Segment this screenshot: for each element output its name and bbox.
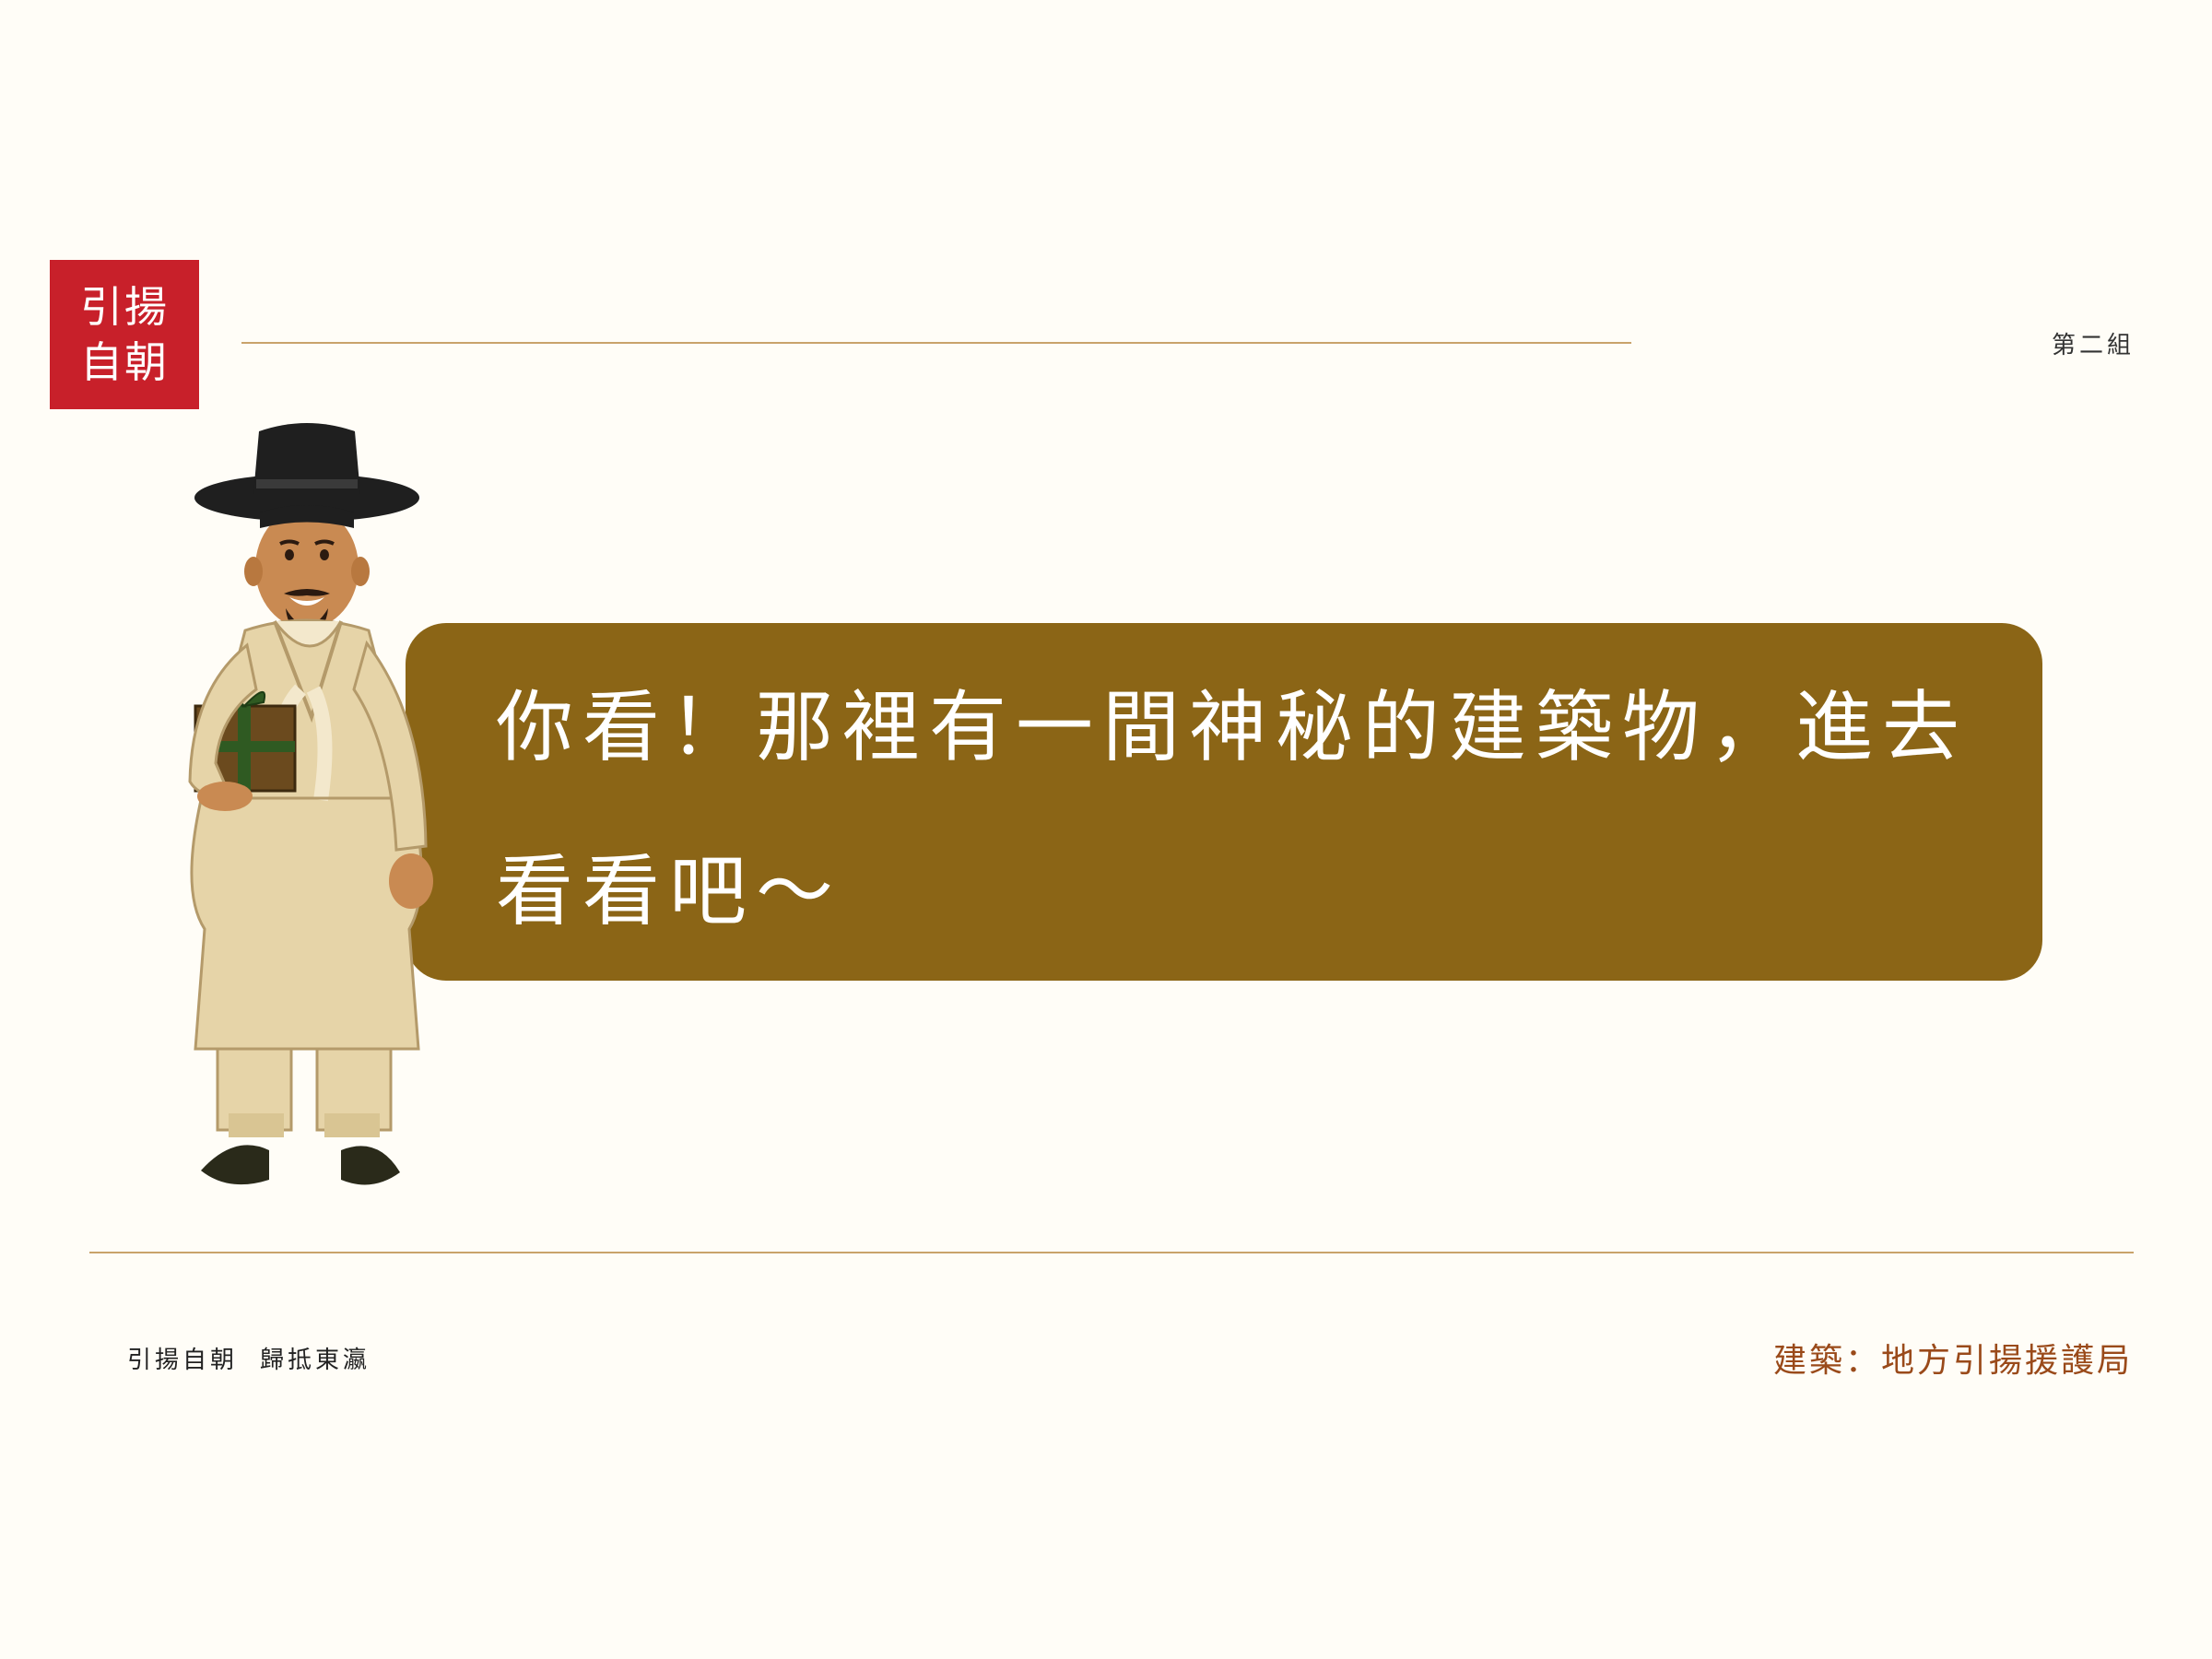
footer-title-part-2: 歸抵東瀛 xyxy=(260,1347,371,1374)
stamp-line-1: 引揚 xyxy=(80,282,169,332)
footer-building-label: 建築：地方引揚援護局 xyxy=(1772,1342,2133,1380)
top-divider xyxy=(241,342,1631,344)
character-illustration xyxy=(188,423,433,1185)
hat-brim xyxy=(194,474,419,522)
logo-stamp: 引揚 自朝 xyxy=(50,260,199,409)
dialogue-text: 你看！那裡有一間神秘的建築物，進去看看吧～ xyxy=(496,682,1970,936)
speech-bubble xyxy=(406,623,2042,981)
hat-crown xyxy=(253,423,360,494)
bottom-divider xyxy=(89,1252,2134,1253)
face xyxy=(255,507,359,629)
group-label: 第二組 xyxy=(2051,332,2135,359)
stamp-line-2: 自朝 xyxy=(80,337,169,387)
footer-title: 引揚自朝 歸抵東瀛 xyxy=(127,1341,371,1375)
footer-title-part-1: 引揚自朝 xyxy=(127,1347,239,1374)
